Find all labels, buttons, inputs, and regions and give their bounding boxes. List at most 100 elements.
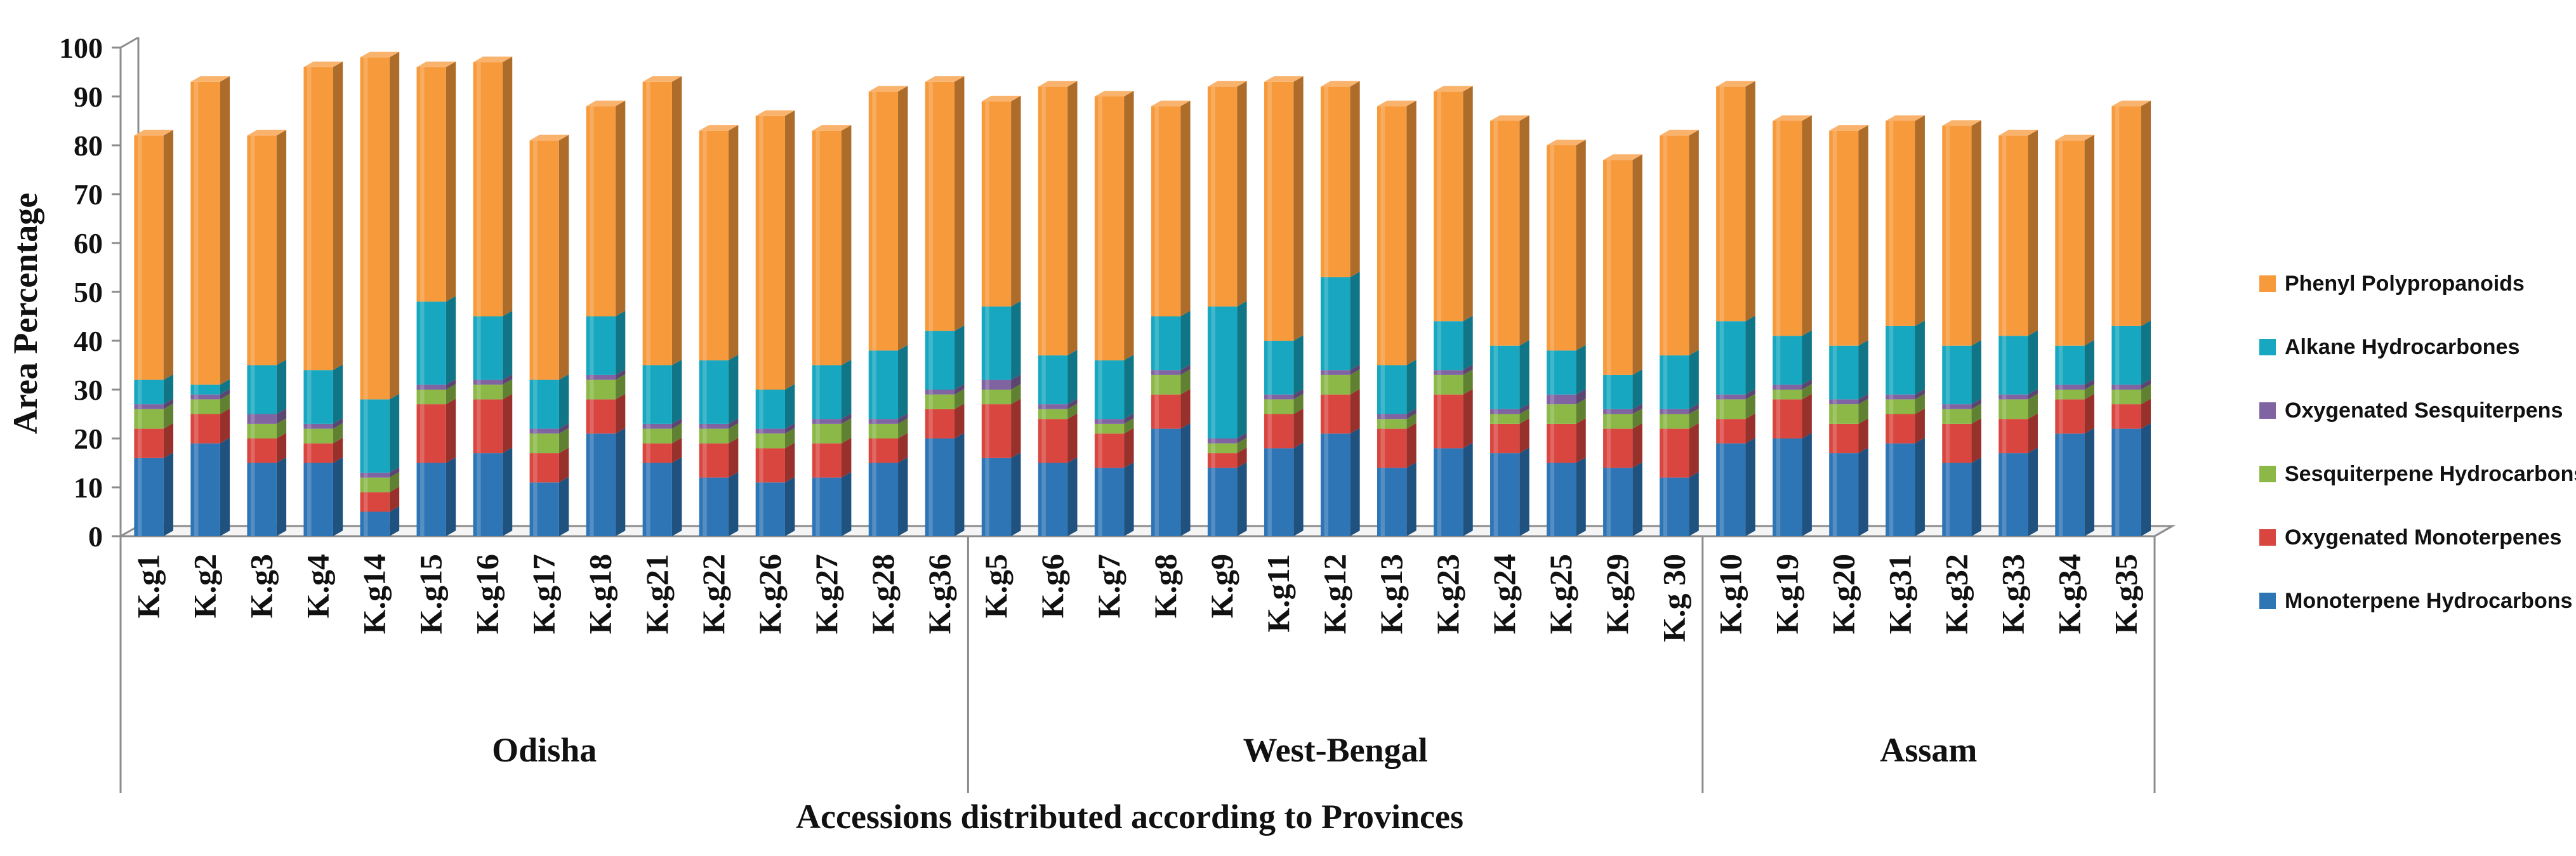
- bar-top-cap: [416, 62, 456, 67]
- bar-top-cap: [925, 76, 965, 82]
- x-category-label: K.g3: [244, 554, 279, 618]
- bar-segment-side: [2084, 379, 2095, 390]
- bar-stack-Kg3: [247, 129, 287, 536]
- bar-segment-highlight: [1550, 350, 1555, 395]
- bar-stack-Kg7: [1094, 91, 1134, 536]
- bar-segment-side: [1576, 418, 1586, 463]
- bar-segment-side: [841, 125, 852, 365]
- bar-segment-side: [1463, 315, 1473, 371]
- bar-segment-side: [1689, 350, 1699, 409]
- bar-segment-side: [1915, 388, 1925, 400]
- bar-segment-side: [1745, 388, 1755, 400]
- bar-segment-highlight: [250, 423, 255, 438]
- bar-segment-side: [1971, 404, 1981, 424]
- bar-segment-highlight: [1606, 374, 1611, 409]
- bar-segment-highlight: [1889, 394, 1894, 400]
- bar-segment-side: [1802, 433, 1812, 536]
- bar-segment-highlight: [1945, 345, 1950, 405]
- y-tick-label: 10: [74, 471, 103, 504]
- bar-top-cap: [1094, 91, 1134, 96]
- bar-segment-highlight: [759, 448, 763, 483]
- bar-segment-side: [1406, 423, 1417, 468]
- bar-segment-highlight: [816, 423, 820, 444]
- bar-segment-highlight: [1098, 433, 1102, 468]
- bar-segment-side: [333, 364, 343, 424]
- bar-stack-Kg12: [1320, 81, 1360, 536]
- bar-segment-highlight: [1889, 399, 1894, 414]
- bar-stack-Kg6: [1038, 81, 1078, 536]
- bar-segment: [699, 423, 729, 429]
- bar-segment-side: [276, 129, 287, 365]
- bar-segment-side: [2028, 447, 2038, 536]
- bar-top-cap: [1151, 100, 1191, 107]
- bar-segment-highlight: [1719, 321, 1724, 395]
- bar-stack-Kg28: [868, 86, 908, 536]
- bar-segment-highlight: [1550, 423, 1555, 463]
- bar-segment: [1829, 399, 1859, 405]
- bar-segment-side: [898, 345, 908, 419]
- bar-segment-side: [1180, 364, 1191, 375]
- bar-segment-side: [220, 393, 230, 414]
- bar-segment-highlight: [1606, 428, 1611, 468]
- bar-segment-side: [1237, 462, 1247, 536]
- bar-segment-side: [1802, 379, 1812, 390]
- bar-segment-highlight: [1945, 404, 1950, 409]
- x-category-label: K.g5: [978, 554, 1014, 618]
- bar-segment-highlight: [420, 390, 425, 405]
- bar-segment-highlight: [2058, 385, 2063, 390]
- bar-segment-highlight: [646, 81, 651, 365]
- bar-segment: [1038, 404, 1068, 409]
- bar-segment-highlight: [307, 423, 312, 429]
- bar-segment-highlight: [307, 428, 312, 444]
- bar-segment-side: [954, 433, 965, 536]
- bar-segment-highlight: [2058, 140, 2063, 346]
- bar-segment-side: [1124, 462, 1134, 536]
- bar-stack-Kg36: [925, 76, 965, 536]
- bar-segment-side: [1576, 345, 1586, 395]
- bar-segment-highlight: [364, 399, 368, 473]
- bar-segment-highlight: [1041, 404, 1046, 409]
- bar-top-cap: [1038, 81, 1078, 87]
- x-category-label: K.g21: [639, 554, 675, 634]
- bar-segment-side: [1067, 81, 1078, 356]
- bar-segment-side: [1011, 374, 1021, 390]
- bar-segment-side: [1406, 100, 1417, 365]
- x-category-label: K.g9: [1204, 554, 1239, 618]
- bar-segment-highlight: [477, 379, 481, 385]
- bar-top-cap: [1207, 81, 1247, 87]
- bar-segment-highlight: [1945, 463, 1950, 536]
- bar-segment-side: [898, 413, 908, 424]
- bar-segment-side: [502, 374, 513, 385]
- bar-segment-highlight: [1380, 106, 1385, 365]
- bar-top-cap: [529, 135, 569, 141]
- x-category-label: K.g33: [1995, 554, 2030, 634]
- bar-segment-highlight: [137, 404, 142, 409]
- bar-segment-highlight: [1663, 409, 1668, 414]
- bar-segment-highlight: [2002, 336, 2007, 395]
- bar-segment-highlight: [1776, 390, 1781, 400]
- bar-segment-side: [1689, 423, 1699, 478]
- bar-segment-side: [1350, 364, 1360, 375]
- bar-segment-side: [2084, 339, 2095, 385]
- bar-top-cap: [1829, 125, 1868, 131]
- bar-segment-side: [333, 437, 343, 463]
- bar-segment-highlight: [1324, 86, 1328, 277]
- bar-segment-highlight: [1098, 419, 1102, 424]
- bar-segment-highlight: [928, 394, 933, 409]
- bar-segment-highlight: [1154, 428, 1159, 536]
- bar-segment-highlight: [2115, 390, 2120, 405]
- bar-top-cap: [2055, 135, 2095, 141]
- bar-segment-side: [1406, 359, 1417, 414]
- bar-segment-side: [1124, 91, 1134, 360]
- bar-segment-highlight: [2058, 390, 2063, 400]
- bar-segment-highlight: [703, 428, 707, 444]
- bar-segment-side: [2141, 100, 2151, 326]
- bar-segment-side: [1858, 393, 1868, 405]
- bar-segment-side: [1067, 398, 1078, 409]
- bar-top-cap: [1320, 81, 1360, 87]
- bar-top-cap: [1547, 140, 1586, 145]
- bar-segment: [1377, 414, 1407, 419]
- bar-segment-highlight: [816, 130, 820, 365]
- bar-segment-highlight: [307, 67, 312, 371]
- bar-segment-side: [333, 423, 343, 444]
